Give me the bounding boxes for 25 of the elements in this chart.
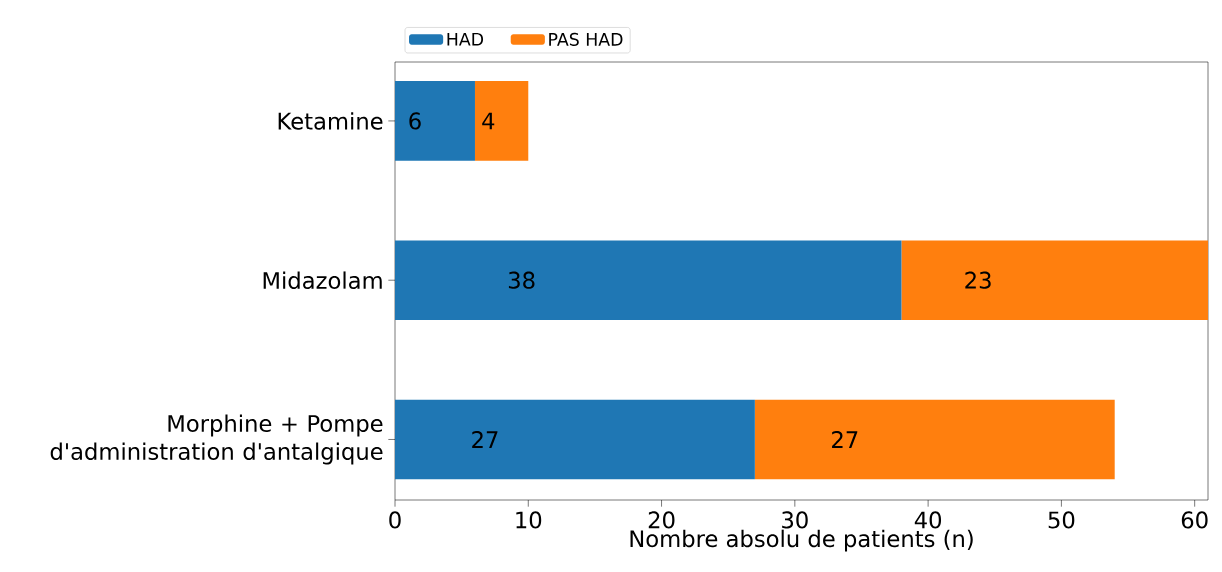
x-axis-title: Nombre absolu de patients (n) (630, 529, 973, 552)
bar (395, 240, 902, 321)
x-tick-label: 50 (1048, 511, 1075, 529)
legend-label: PAS HAD (549, 32, 623, 46)
data-label: 4 (482, 112, 495, 130)
x-tick-label: 40 (914, 511, 942, 529)
data-label: 27 (832, 431, 858, 448)
bar (395, 81, 475, 161)
bar (395, 399, 755, 480)
data-label: 27 (472, 431, 498, 448)
legend-label: HAD (447, 32, 484, 46)
y-tick-label: Ketamine (278, 112, 383, 130)
x-tick-label: 10 (516, 511, 542, 529)
y-tick-label: Midazolam (263, 271, 382, 289)
data-label: 38 (508, 271, 535, 289)
bar (754, 399, 1115, 480)
data-label: 6 (409, 112, 421, 130)
x-tick-label: 30 (782, 511, 808, 529)
bar (474, 81, 529, 161)
y-tick-label: Morphine + Pompe d'administration d'antalgique (50, 414, 383, 465)
x-tick-label: 60 (1181, 511, 1208, 529)
bar (901, 240, 1208, 321)
data-label: 23 (965, 271, 991, 289)
x-tick-label: 0 (389, 511, 401, 529)
x-tick-label: 20 (648, 511, 675, 529)
